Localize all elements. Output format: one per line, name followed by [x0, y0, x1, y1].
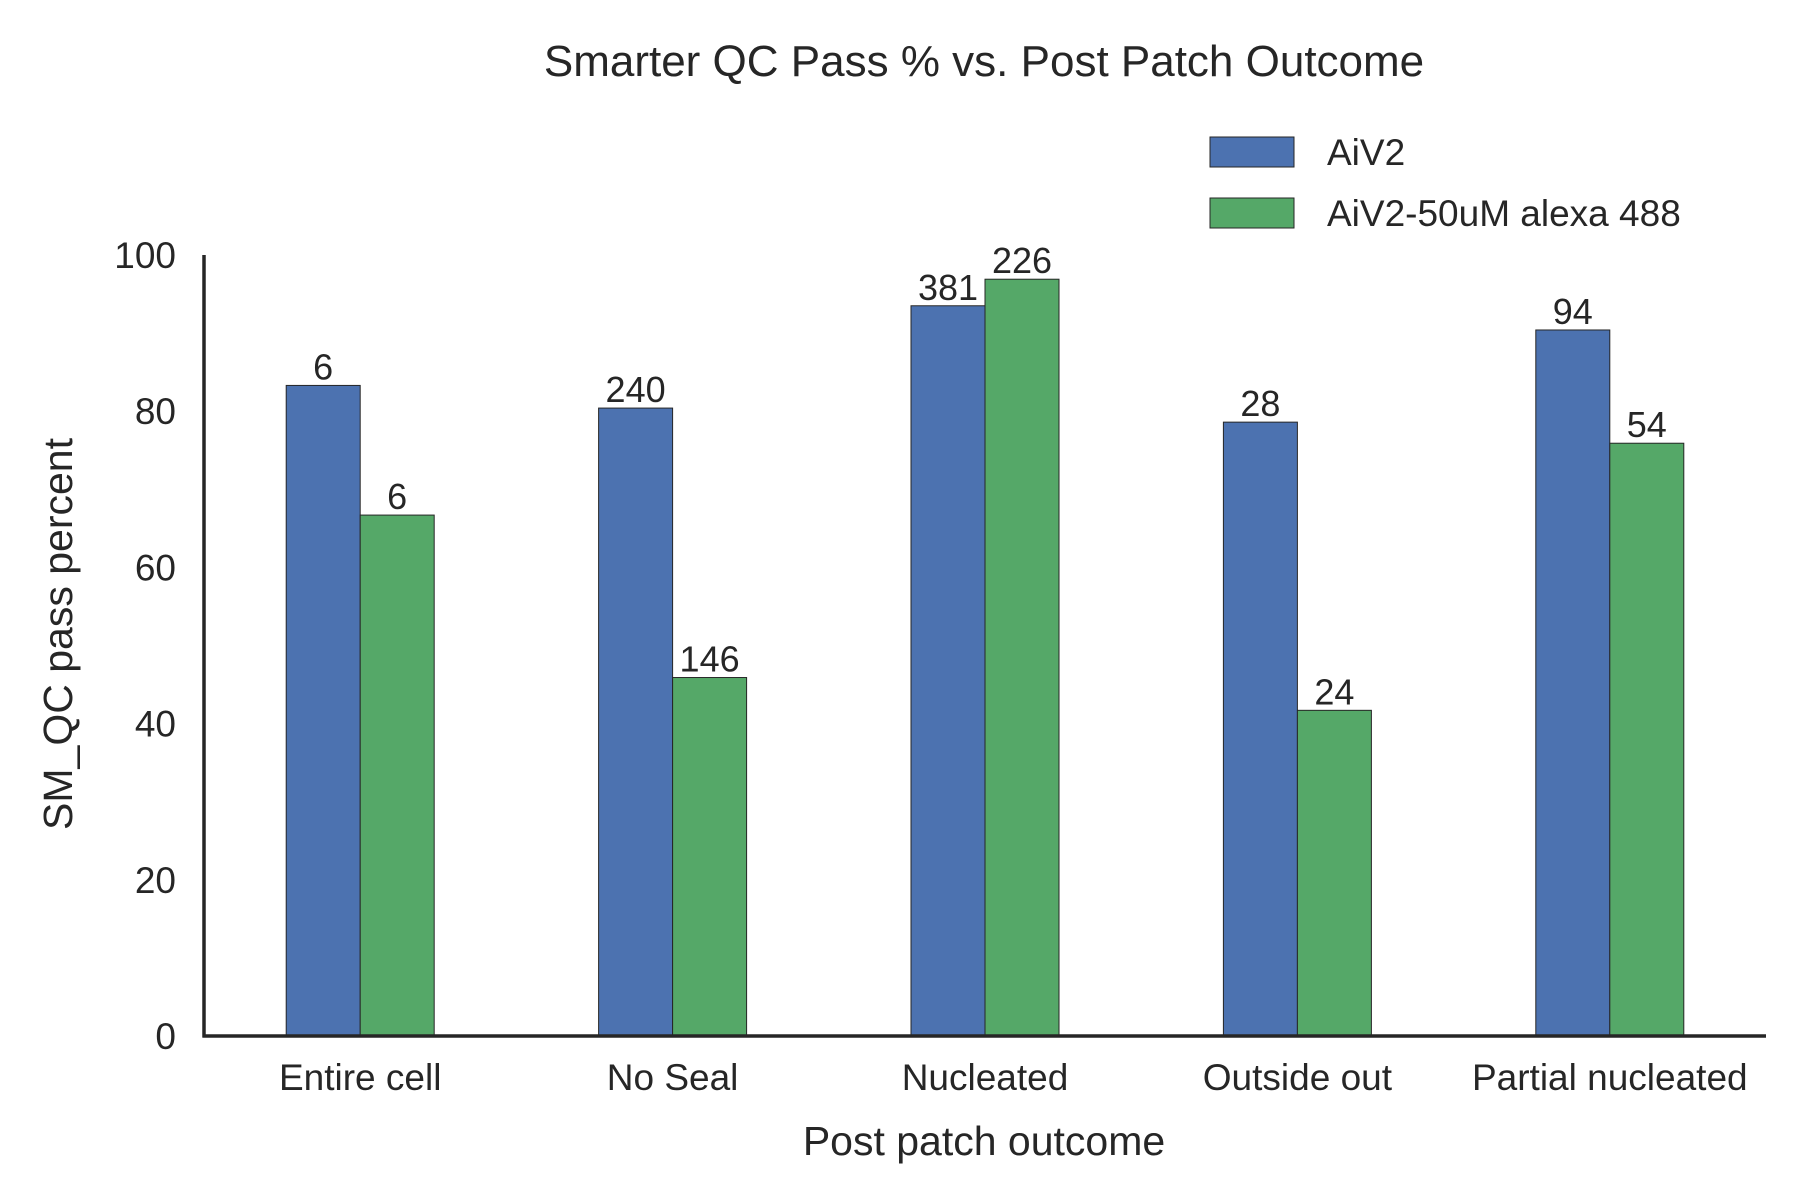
legend-label-aiv2-alexa: AiV2-50uM alexa 488	[1327, 193, 1681, 234]
y-tick-label: 60	[135, 547, 176, 588]
bar-count-label: 6	[313, 346, 333, 387]
x-tick-label: Partial nucleated	[1472, 1057, 1748, 1098]
bar-aiv2-outside-out	[1222, 421, 1298, 1037]
bar-aiv2-alexa-outside-out	[1296, 709, 1372, 1037]
x-tick-label: Entire cell	[279, 1057, 441, 1098]
data-labels-layer: 6 6 240 146 381 226 28 24 94 54	[313, 240, 1667, 712]
bar-aiv2-partial-nucleated	[1535, 329, 1611, 1037]
y-tick-label: 0	[155, 1016, 176, 1057]
bar-count-label: 54	[1627, 404, 1667, 445]
bar-count-label: 146	[680, 639, 740, 680]
bar-aiv2-alexa-nucleated	[984, 278, 1060, 1037]
bar-aiv2-no-seal	[598, 407, 674, 1037]
bar-count-label: 226	[992, 240, 1052, 281]
legend-swatch-aiv2	[1209, 136, 1295, 168]
legend-swatch-aiv2-alexa	[1209, 197, 1295, 229]
bar-aiv2-alexa-no-seal	[672, 677, 748, 1037]
chart-title: Smarter QC Pass % vs. Post Patch Outcome	[544, 37, 1424, 86]
x-tick-label: Nucleated	[902, 1057, 1069, 1098]
axes-layer: Entire cell No Seal Nucleated Outside out Pa…	[114, 235, 1766, 1098]
legend: AiV2 AiV2-50uM alexa 488	[1209, 132, 1681, 234]
bar-aiv2-alexa-partial-nucleated	[1609, 442, 1685, 1037]
y-tick-label: 80	[135, 391, 176, 432]
bar-count-label: 240	[606, 369, 666, 410]
bar-aiv2-nucleated	[910, 305, 986, 1037]
y-axis-label: SM_QC pass percent	[35, 437, 81, 830]
y-tick-label: 20	[135, 860, 176, 901]
bar-aiv2-entire-cell	[285, 384, 361, 1037]
y-tick-label: 40	[135, 704, 176, 745]
y-tick-label: 100	[114, 235, 176, 276]
bar-count-label: 24	[1314, 671, 1354, 712]
bar-count-label: 6	[387, 476, 407, 517]
x-tick-label: No Seal	[607, 1057, 739, 1098]
bars-layer	[285, 278, 1685, 1037]
bar-count-label: 28	[1240, 383, 1280, 424]
x-axis-label: Post patch outcome	[803, 1118, 1165, 1164]
bar-count-label: 381	[918, 267, 978, 308]
x-tick-label: Outside out	[1203, 1057, 1393, 1098]
bar-count-label: 94	[1553, 291, 1593, 332]
bar-aiv2-alexa-entire-cell	[359, 514, 435, 1037]
legend-label-aiv2: AiV2	[1327, 132, 1405, 173]
